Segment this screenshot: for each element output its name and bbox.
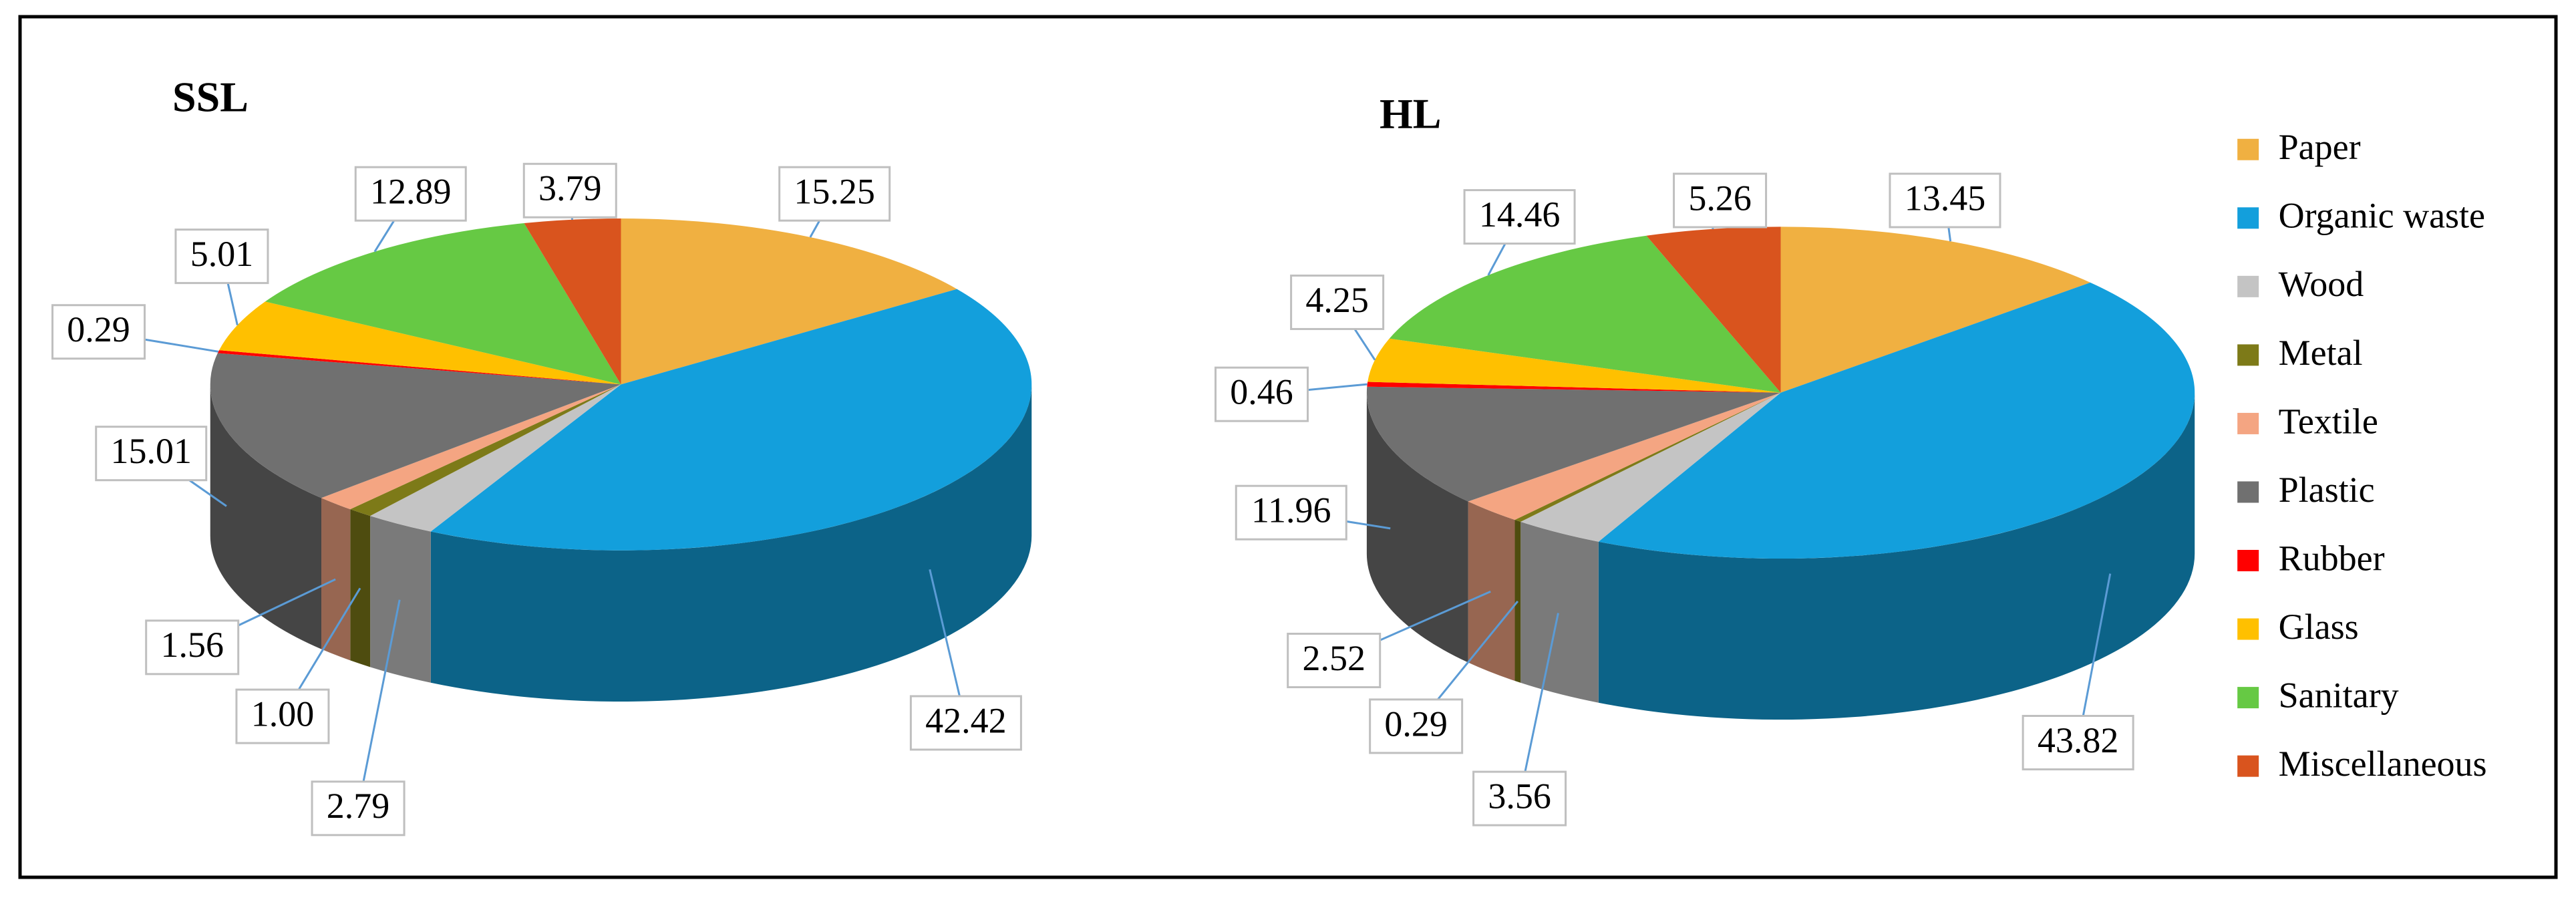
legend-label: Plastic — [2279, 470, 2375, 510]
slice-side — [1520, 521, 1599, 703]
chart-title: SSL — [172, 73, 249, 121]
label-box — [1369, 698, 1464, 754]
label-box — [1472, 770, 1567, 827]
label-box — [1287, 633, 1382, 689]
slice-side — [1598, 392, 2195, 720]
data-label: 5.01 — [190, 234, 254, 274]
slice — [217, 350, 621, 385]
label-box — [354, 166, 467, 222]
slice — [1514, 392, 1781, 522]
legend-swatch — [2237, 138, 2259, 160]
legend-label: Miscellaneous — [2279, 744, 2487, 784]
legend-label: Sanitary — [2279, 675, 2399, 715]
label-box — [1889, 172, 2001, 229]
data-label: 2.79 — [327, 786, 390, 826]
label-box — [1673, 172, 1768, 229]
data-label: 3.56 — [1488, 776, 1551, 816]
data-label: 1.56 — [160, 625, 224, 665]
slice — [321, 384, 621, 510]
slice-side — [430, 384, 1032, 702]
chart-title: HL — [1380, 90, 1441, 138]
data-label: 0.46 — [1230, 372, 1293, 412]
data-label: 42.42 — [925, 700, 1007, 740]
data-label: 13.45 — [1905, 178, 1986, 218]
slice — [210, 353, 621, 498]
data-label: 1.00 — [251, 694, 315, 734]
legend-swatch — [2237, 481, 2259, 503]
slice — [265, 223, 621, 385]
slice — [350, 384, 621, 516]
label-box — [235, 688, 330, 744]
data-label: 2.52 — [1302, 638, 1365, 678]
label-box — [778, 166, 891, 222]
legend-swatch — [2237, 207, 2259, 229]
slice-side — [1514, 520, 1521, 683]
label-box — [1290, 274, 1385, 330]
label-box — [2022, 714, 2134, 770]
legend-swatch — [2237, 344, 2259, 366]
label-box — [145, 619, 240, 676]
slice-side — [210, 384, 322, 649]
data-label: 5.26 — [1688, 178, 1752, 218]
data-label: 0.29 — [1384, 704, 1448, 744]
slice — [1520, 392, 1781, 542]
slice — [1367, 382, 1781, 393]
slice — [219, 301, 621, 385]
data-label: 11.96 — [1251, 490, 1331, 531]
slice — [621, 218, 957, 385]
slice — [1366, 386, 1781, 502]
slice — [430, 289, 1032, 551]
legend-swatch — [2237, 755, 2259, 777]
legend-label: Paper — [2279, 127, 2361, 167]
label-box — [1215, 366, 1309, 422]
label-box — [311, 780, 406, 837]
data-label: 4.25 — [1305, 280, 1369, 320]
slice — [1468, 392, 1781, 520]
label-box — [522, 162, 617, 218]
legend-swatch — [2237, 550, 2259, 572]
slice-side — [350, 509, 371, 667]
legend-label: Glass — [2279, 607, 2359, 647]
slice — [1598, 282, 2195, 559]
data-label: 12.89 — [370, 172, 452, 212]
leader-line — [1518, 613, 1559, 799]
legend-label: Wood — [2279, 264, 2364, 304]
label-box — [1235, 484, 1347, 541]
data-label: 0.29 — [67, 309, 130, 349]
slice-side — [321, 498, 351, 661]
label-box — [909, 695, 1022, 751]
slice — [1780, 227, 2090, 393]
slice-side — [370, 516, 431, 683]
label-box — [95, 426, 208, 482]
legend-swatch — [2237, 275, 2259, 297]
label-box — [1463, 189, 1576, 245]
legend-swatch — [2237, 412, 2259, 434]
slice — [1367, 338, 1781, 393]
legend-label: Metal — [2279, 333, 2363, 373]
data-label: 43.82 — [2038, 720, 2119, 760]
legend-label: Rubber — [2279, 538, 2385, 578]
data-label: 15.25 — [794, 172, 875, 212]
slice-side — [1366, 392, 1468, 663]
slice — [1646, 227, 1781, 393]
label-box — [51, 304, 146, 360]
slice — [1389, 235, 1781, 393]
data-label: 14.46 — [1479, 194, 1561, 235]
slice — [524, 218, 621, 385]
legend-label: Organic waste — [2279, 196, 2485, 236]
label-box — [174, 229, 269, 285]
data-label: 3.79 — [538, 168, 602, 208]
legend-swatch — [2237, 687, 2259, 709]
slice — [370, 384, 621, 532]
leader-line — [357, 599, 401, 809]
data-label: 15.01 — [110, 431, 192, 471]
leader-line — [2077, 573, 2112, 743]
legend-label: Textile — [2279, 401, 2378, 441]
legend-swatch — [2237, 618, 2259, 640]
slice-side — [1468, 501, 1515, 682]
